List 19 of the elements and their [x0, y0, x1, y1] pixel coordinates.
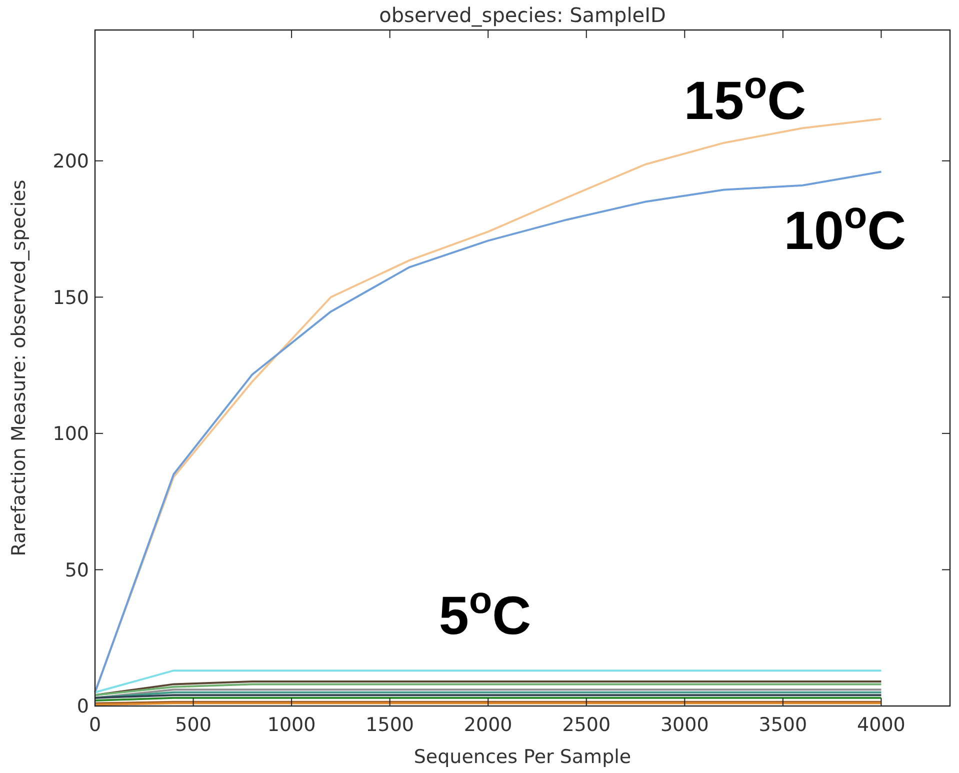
- y-tick-label: 0: [76, 696, 89, 718]
- annotation: 10$^{o}$C: [784, 194, 906, 261]
- chart-title: observed_species: SampleID: [379, 3, 666, 27]
- annotation: 15$^{o}$C: [684, 64, 806, 131]
- x-tick-label: 2500: [562, 714, 611, 736]
- x-tick-label: 500: [175, 714, 212, 736]
- x-tick-label: 4000: [857, 714, 906, 736]
- x-tick-label: 2000: [464, 714, 512, 736]
- x-axis-title: Sequences Per Sample: [414, 746, 632, 768]
- x-tick-label: 3000: [660, 714, 709, 736]
- x-tick-label: 1000: [267, 714, 316, 736]
- y-axis-title: Rarefaction Measure: observed_species: [8, 180, 30, 556]
- y-tick-label: 200: [52, 150, 89, 172]
- x-tick-label: 1500: [366, 714, 414, 736]
- x-tick-label: 3500: [758, 714, 808, 736]
- y-tick-label: 50: [64, 559, 89, 582]
- y-tick-label: 100: [52, 423, 89, 446]
- y-tick-label: 150: [52, 286, 89, 309]
- annotation: 5$^{o}$C: [438, 580, 532, 646]
